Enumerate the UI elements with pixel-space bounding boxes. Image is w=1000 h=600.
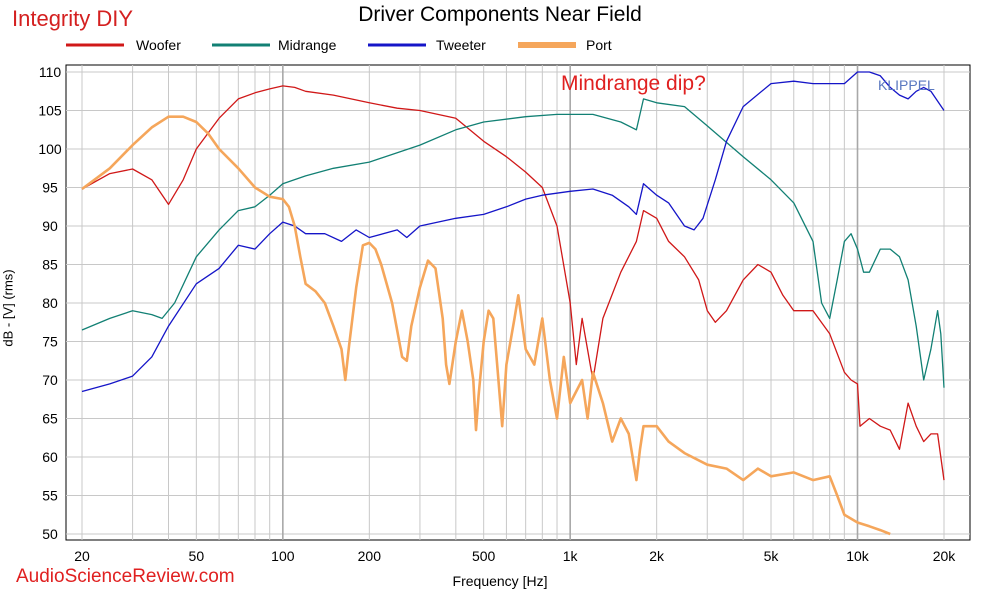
y-tick-label: 70 <box>42 372 58 388</box>
x-tick-label: 10k <box>846 548 870 564</box>
y-tick-label: 110 <box>39 64 62 80</box>
y-tick-label: 65 <box>42 411 58 427</box>
annotation-text: Mindrange dip? <box>561 72 706 95</box>
y-tick-label: 50 <box>42 526 58 542</box>
x-tick-label: 100 <box>271 548 295 564</box>
chart-title: Driver Components Near Field <box>358 3 642 26</box>
legend-label-tweeter: Tweeter <box>436 37 486 53</box>
x-axis-label: Frequency [Hz] <box>452 573 548 589</box>
x-tick-label: 20k <box>933 548 957 564</box>
y-axis-label: dB - [V] (rms) <box>0 269 16 347</box>
y-tick-label: 55 <box>42 488 58 504</box>
y-tick-label: 100 <box>38 141 62 157</box>
brand-logo-text: Integrity DIY <box>12 6 134 31</box>
y-tick-label: 90 <box>42 218 58 234</box>
x-tick-label: 20 <box>74 548 90 564</box>
series-line-port <box>81 115 891 536</box>
y-tick-label: 75 <box>42 334 58 350</box>
grid-lines <box>66 65 970 540</box>
legend-label-port: Port <box>586 37 612 53</box>
x-tick-label: 5k <box>764 548 780 564</box>
series-lines <box>81 71 945 536</box>
tick-labels: 50 55 60 65 70 75 80 85 90 95 100 105 110 20 50 100 200 5… <box>38 64 956 564</box>
watermark-text: KLIPPEL <box>878 77 935 93</box>
legend-label-woofer: Woofer <box>136 37 181 53</box>
x-tick-label: 200 <box>358 548 382 564</box>
y-tick-label: 80 <box>42 295 58 311</box>
footer-brand-text: AudioScienceReview.com <box>16 566 235 587</box>
x-tick-label: 50 <box>189 548 205 564</box>
y-tick-label: 60 <box>42 449 58 465</box>
y-tick-label: 105 <box>38 103 62 119</box>
x-tick-label: 1k <box>563 548 579 564</box>
x-tick-label: 2k <box>649 548 665 564</box>
legend: Woofer Midrange Tweeter Port <box>66 37 612 53</box>
series-line-tweeter <box>81 71 945 393</box>
x-tick-label: 500 <box>472 548 496 564</box>
series-line-woofer <box>81 85 945 481</box>
y-tick-label: 85 <box>42 257 58 273</box>
series-line-midrange <box>81 98 945 388</box>
legend-label-midrange: Midrange <box>278 37 337 53</box>
y-tick-label: 95 <box>42 180 58 196</box>
